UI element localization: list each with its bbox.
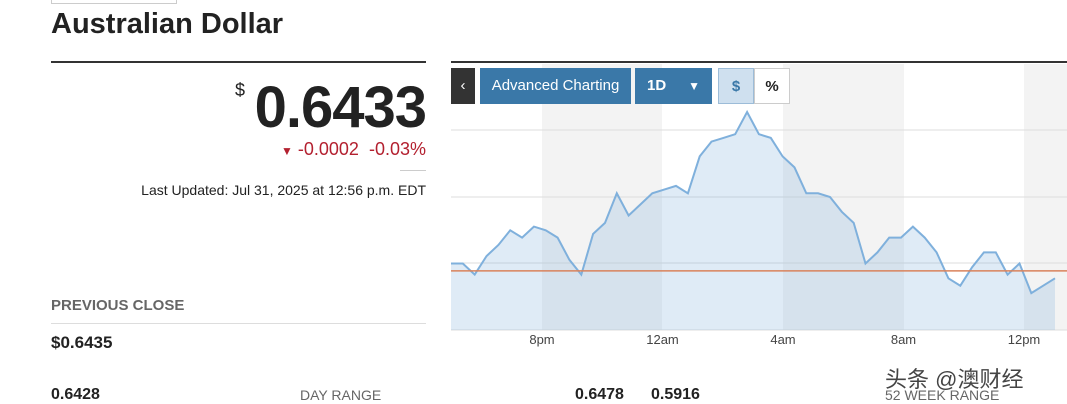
change: -0.0002	[297, 139, 359, 159]
currency: $	[235, 80, 246, 100]
rule	[51, 323, 426, 324]
advanced-charting[interactable]: Advanced Charting	[480, 68, 631, 104]
rule	[400, 170, 426, 171]
dropdown-arrow: ▼	[688, 79, 700, 93]
interval: 1D	[647, 77, 667, 94]
price-line	[451, 109, 1056, 295]
percent-toggle[interactable]: %	[754, 68, 790, 104]
watermark: 头条 @澳财经	[885, 367, 1024, 392]
tab-edge	[51, 0, 177, 4]
label: PREVIOUS CLOSE	[51, 297, 185, 314]
change-percent: -0.03%	[368, 139, 426, 159]
title: Australian Dollar	[51, 8, 284, 40]
value: 0.6428	[51, 386, 100, 403]
value: 0.6478	[575, 386, 624, 403]
value: $0.6435	[51, 333, 113, 352]
area	[451, 112, 1055, 330]
last-updated: Last Updated: Jul 31, 2025 at 12:56 p.m.…	[141, 182, 426, 198]
value: 0.5916	[651, 386, 700, 403]
change-row: ▼ -0.0002 -0.03%	[281, 139, 426, 160]
x-tick-label: 4am	[770, 332, 795, 347]
interval-select[interactable]: 1D ▼	[635, 68, 712, 104]
down-arrow: ▼	[280, 144, 293, 158]
label: DAY RANGE	[300, 387, 382, 403]
label: 52 WEEK RANGE	[885, 387, 1000, 403]
x-tick-label: 12pm	[1008, 332, 1041, 347]
x-tick-label: 8pm	[529, 332, 554, 347]
x-tick-label: 8am	[891, 332, 916, 347]
dollar-toggle[interactable]: $	[718, 68, 754, 104]
back-button[interactable]: ‹	[451, 68, 475, 104]
x-tick-label: 12am	[646, 332, 679, 347]
price: 0.6433	[254, 75, 427, 140]
rule	[51, 61, 426, 63]
